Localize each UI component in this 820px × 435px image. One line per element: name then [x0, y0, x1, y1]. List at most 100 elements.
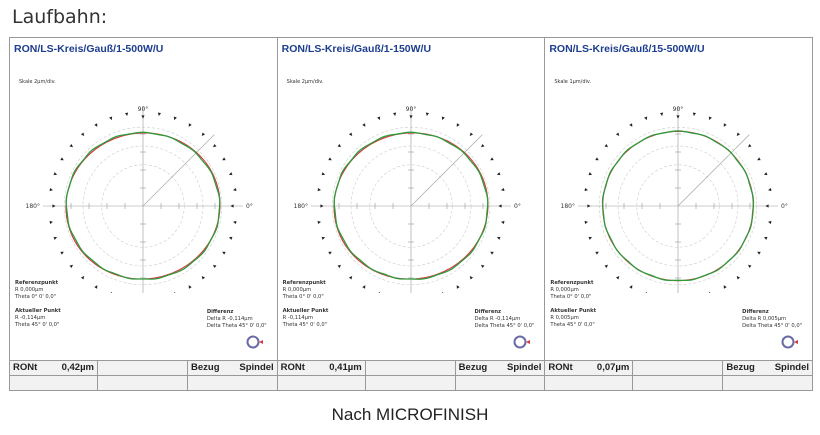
ref-label: Referenzpunkt [282, 280, 326, 286]
angle-marker [588, 236, 593, 240]
ront-value: 0,41µm [329, 362, 362, 373]
angle-label: 180° [293, 203, 307, 210]
angle-marker [52, 204, 56, 208]
empty-cell [366, 361, 456, 375]
angle-marker [768, 220, 772, 225]
ront-cell: RONt 0,07µm [545, 361, 634, 375]
current-point: Aktueller Punkt R 0,005µm Theta 45° 0' 0… [550, 308, 596, 329]
reference-point: Referenzpunkt R 0,000µm Theta 0° 0' 0,0" [283, 280, 326, 301]
angle-marker [317, 220, 321, 225]
angle-marker [80, 276, 85, 280]
empty-row [10, 376, 277, 390]
panel-title: RON/LS-Kreis/Gauß/1-500W/U [14, 43, 164, 55]
angle-marker [644, 116, 648, 121]
angle-marker [173, 291, 177, 293]
bezug-value: Spindel [507, 362, 542, 373]
angle-marker [757, 157, 762, 161]
angle-marker [748, 264, 752, 269]
angle-label: 180° [26, 203, 40, 210]
roundness-panel: RON/LS-Kreis/Gauß/1-150W/U Skale 2µm/div… [277, 38, 546, 391]
bezug-cell: Bezug Spindel [456, 361, 545, 375]
panel-title: RON/LS-Kreis/Gauß/1-150W/U [281, 43, 432, 55]
bezug-value: Spindel [239, 362, 274, 373]
empty-row [545, 376, 813, 390]
polar-plot: 90°270°180°0° [561, 106, 788, 293]
angle-marker [392, 112, 396, 116]
page-heading: Laufbahn: [12, 6, 108, 28]
angle-marker [337, 264, 341, 269]
empty-row [277, 376, 545, 390]
angle-marker [595, 251, 600, 255]
diff-theta: Delta Theta 45° 0' 0,0" [742, 323, 803, 329]
angle-marker [764, 172, 768, 176]
result-table: RONt 0,41µm Bezug Spindel [277, 360, 545, 391]
empty-cell [545, 376, 634, 390]
angle-marker [201, 132, 206, 136]
angle-marker [456, 285, 460, 289]
angle-marker [489, 157, 494, 161]
angle-marker [496, 172, 501, 176]
panel-title: RON/LS-Kreis/Gauß/15-500W/U [549, 43, 705, 55]
angle-marker [124, 112, 129, 116]
ront-cell: RONt 0,42µm [10, 361, 98, 375]
diff-label: Differenz [474, 309, 502, 315]
ref-r: R 0,000µm [282, 287, 312, 293]
bezug-cell: Bezug Spindel [188, 361, 277, 375]
bezug-cell: Bezug Spindel [723, 361, 812, 375]
difference: Differenz Delta R 0,005µm Delta Theta 45… [742, 309, 802, 330]
empty-cell [633, 361, 724, 375]
angle-label: 0° [246, 203, 253, 210]
act-r: R 0,005µm [550, 315, 579, 321]
angle-label: 90° [138, 106, 149, 113]
scale-label: Skale 1µm/div. [554, 79, 592, 85]
polar-plot: 90°270°180°0° [26, 106, 253, 293]
angle-marker [69, 264, 73, 269]
measured-profile [602, 130, 755, 282]
angle-marker [327, 251, 332, 255]
angle-marker [109, 116, 113, 121]
angle-marker [348, 132, 352, 136]
current-point: Aktueller Punkt R -0,114µm Theta 45° 0' … [283, 308, 329, 329]
current-point-line [142, 134, 215, 207]
angle-marker [724, 285, 728, 289]
angle-marker [616, 276, 620, 280]
angle-marker [233, 220, 237, 225]
result-table: RONt 0,07µm Bezug Spindel [545, 360, 813, 391]
angle-label: 180° [561, 203, 575, 210]
angle-marker [500, 187, 505, 192]
angle-marker [765, 204, 769, 208]
roundness-symbol-icon [513, 335, 531, 349]
reference-point: Referenzpunkt R 0,000µm Theta 0° 0' 0,0" [15, 280, 58, 301]
angle-label: 0° [514, 203, 521, 210]
act-theta: Theta 45° 0' 0,0" [550, 322, 595, 328]
angle-marker [489, 251, 494, 255]
ref-theta: Theta 0° 0' 0,0" [282, 294, 324, 300]
empty-cell [366, 376, 456, 390]
ront-value: 0,42µm [61, 362, 94, 373]
scale-label: Skale 2µm/div. [19, 79, 56, 85]
angle-marker [644, 291, 648, 293]
angle-label: 90° [405, 106, 416, 113]
ront-label: RONt [548, 362, 573, 373]
angle-marker [321, 172, 325, 176]
angle-marker [456, 123, 460, 127]
result-table: RONt 0,42µm Bezug Spindel [10, 360, 277, 391]
angle-marker [441, 291, 445, 293]
angle-marker [595, 157, 600, 161]
measured-profile [65, 131, 221, 280]
result-row: RONt 0,07µm Bezug Spindel [545, 361, 813, 376]
difference: Differenz Delta R -0,114µm Delta Theta 4… [207, 309, 267, 330]
angle-marker [376, 116, 380, 121]
ront-value: 0,07µm [596, 362, 630, 373]
act-theta: Theta 45° 0' 0,0" [15, 322, 60, 328]
diff-r: Delta R -0,114µm [474, 316, 521, 322]
ref-r: R 0,000µm [550, 287, 579, 293]
angle-marker [228, 172, 233, 176]
angle-marker [109, 291, 113, 293]
current-point-line [678, 134, 750, 207]
empty-cell [723, 376, 812, 390]
angle-marker [587, 204, 591, 208]
angle-marker [709, 291, 713, 293]
angle-marker [69, 143, 73, 148]
angle-marker [53, 236, 58, 240]
